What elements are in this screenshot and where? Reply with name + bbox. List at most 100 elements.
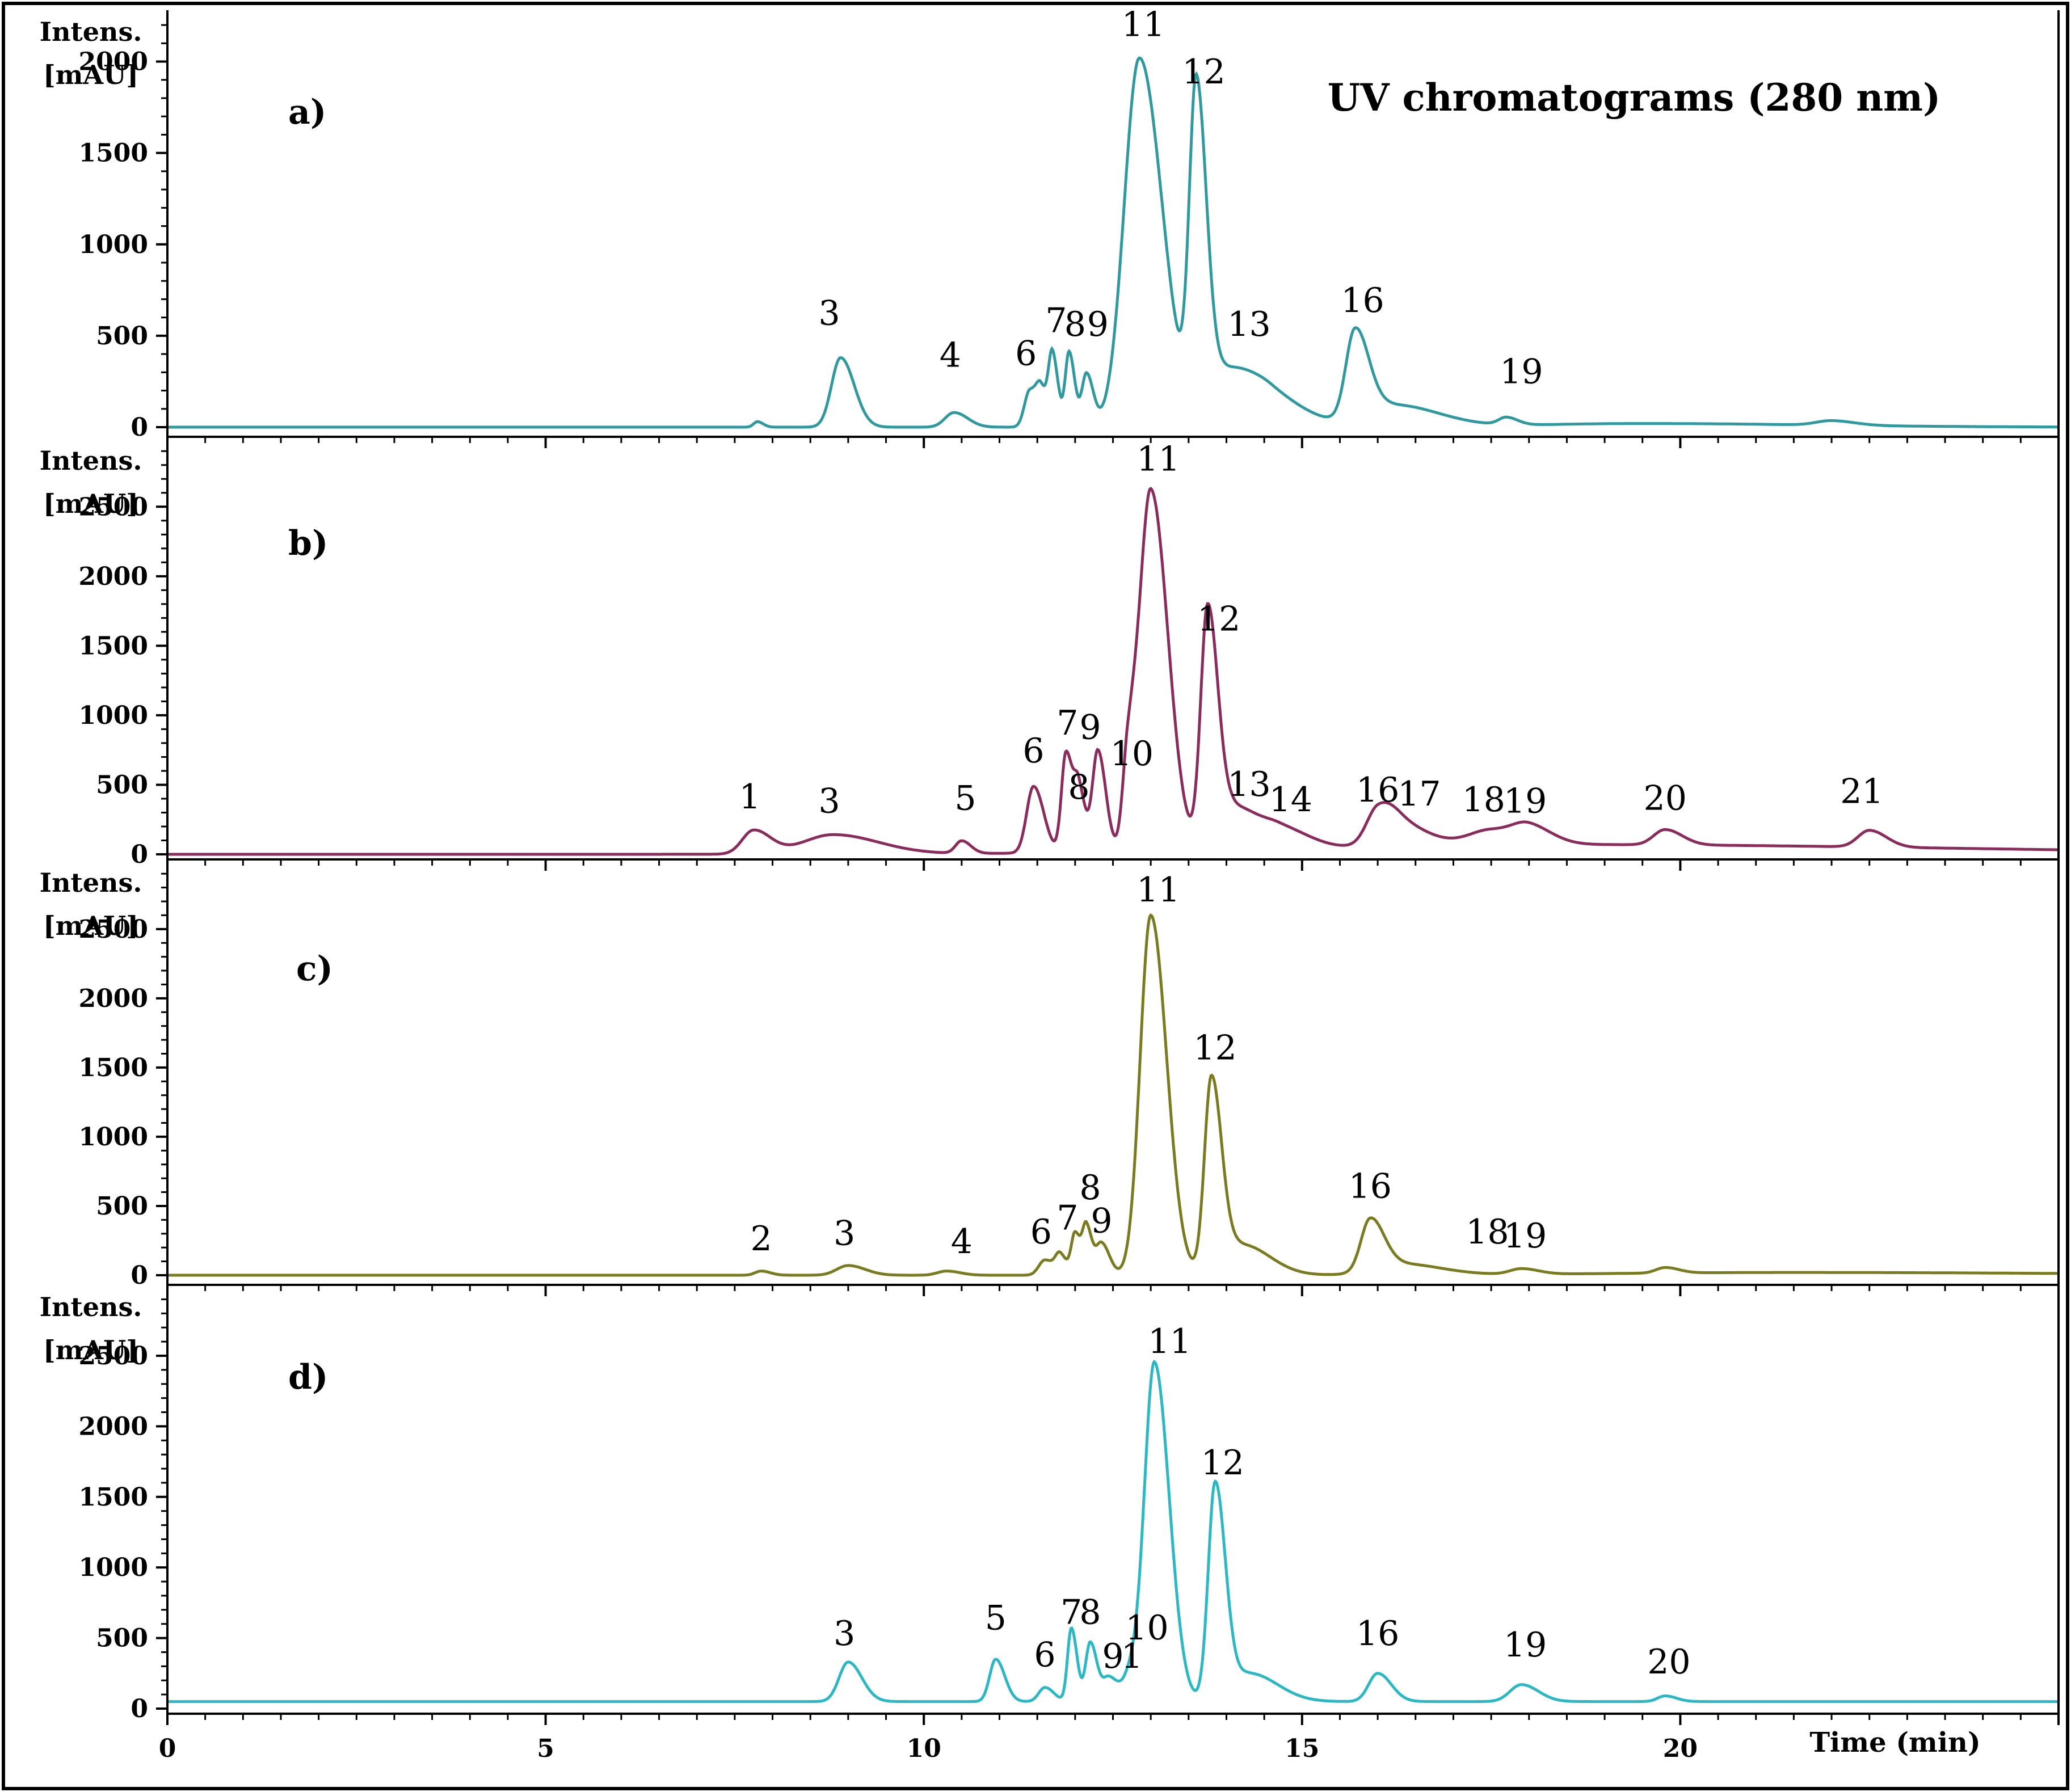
x-axis-tick-labels: 0 5 10 15 20: [159, 1734, 1698, 1763]
peak-label: 12: [1201, 1443, 1244, 1483]
peak-label: 9: [1102, 1637, 1123, 1676]
y-tick-label: 500: [96, 1624, 148, 1653]
panel-c: Intens. [mAU] c) 0 500 1000 1500 2000 2500 2 3…: [40, 861, 2060, 1296]
y-unit-line2: [mAU]: [43, 60, 138, 90]
panel-label: c): [296, 949, 333, 989]
peak-label: 13: [1227, 305, 1270, 344]
peak-label: 3: [818, 781, 840, 821]
panel-label: b): [288, 524, 328, 563]
y-tick-label: 1500: [79, 1053, 148, 1082]
y-tick-label: 1500: [79, 139, 148, 168]
peak-label: 7: [1056, 1198, 1078, 1238]
peak-label: 19: [1504, 781, 1547, 821]
y-tick-label: 2000: [79, 984, 148, 1013]
peak-label: 8: [1068, 768, 1089, 807]
y-unit-line2: [mAU]: [43, 488, 138, 519]
peak-label: 7: [1056, 703, 1078, 743]
y-tick-label: 500: [96, 322, 148, 351]
x-tick-label: 10: [907, 1734, 941, 1763]
peak-label: 19: [1500, 352, 1543, 392]
y-tick-label: 0: [131, 1261, 148, 1290]
peak-label: 7: [1045, 301, 1067, 340]
x-tick-label: 5: [537, 1734, 554, 1763]
y-tick-label: 0: [131, 413, 148, 442]
chromatogram-trace: [167, 913, 2059, 1277]
peak-label: 12: [1193, 1028, 1236, 1068]
peak-label: 10: [1125, 1608, 1168, 1648]
y-tick-label: 0: [131, 1694, 148, 1723]
y-unit-line1: Intens.: [40, 1292, 142, 1322]
y-tick-label: 500: [96, 1192, 148, 1221]
y-tick-label: 2000: [79, 1412, 148, 1441]
y-tick-label: 2500: [79, 492, 148, 521]
y-tick-label: 1000: [79, 230, 148, 259]
x-tick-label: 15: [1285, 1734, 1319, 1763]
y-tick-label: 2500: [79, 1342, 148, 1371]
peak-label: 4: [951, 1222, 973, 1262]
y-tick-label: 1000: [79, 701, 148, 730]
peak-label: 12: [1197, 599, 1240, 639]
peak-label: 8: [1079, 1593, 1101, 1633]
y-unit-line2: [mAU]: [43, 910, 138, 941]
peak-label: 11: [1148, 1322, 1191, 1361]
peak-label: 16: [1356, 770, 1399, 810]
x-tick-label: 20: [1663, 1734, 1698, 1763]
peak-label: 11: [1136, 870, 1180, 910]
peak-label: 9: [1091, 1201, 1112, 1241]
peak-label: 8: [1079, 1168, 1101, 1208]
peak-label: 19: [1504, 1216, 1547, 1256]
peak-label: 6: [1034, 1635, 1055, 1675]
y-tick-label: 2000: [79, 48, 148, 77]
x-axis-label: Time (min): [1809, 1727, 1980, 1759]
peak-label: 11: [1136, 440, 1180, 479]
peak-label: 20: [1647, 1642, 1690, 1682]
peak-label: 6: [1015, 334, 1037, 373]
peak-label: 9: [1079, 708, 1101, 748]
y-tick-label: 2500: [79, 915, 148, 944]
peak-label: 21: [1840, 771, 1883, 811]
y-tick-label: 1000: [79, 1553, 148, 1582]
peak-label: 5: [954, 779, 976, 819]
panel-label: d): [288, 1357, 328, 1397]
peak-label: 12: [1182, 52, 1225, 92]
y-tick-label: 1000: [79, 1123, 148, 1152]
chromatogram-trace: [167, 487, 2059, 856]
peak-label: 3: [834, 1614, 855, 1654]
peak-label: 18: [1466, 1212, 1509, 1252]
peak-label: 10: [1110, 734, 1154, 774]
y-unit-line2: [mAU]: [43, 1335, 138, 1365]
y-tick-label: 2000: [79, 562, 148, 591]
peak-label: 7: [1060, 1593, 1082, 1633]
peak-label: 9: [1087, 305, 1109, 344]
y-tick-label: 0: [131, 840, 148, 869]
y-axis: 0 500 1000 1500 2000 2500: [79, 872, 167, 1290]
y-tick-label: 1500: [79, 631, 148, 660]
peak-label: 16: [1341, 281, 1384, 321]
chromatogram-trace: [167, 1359, 2059, 1704]
peak-label: 13: [1227, 765, 1270, 804]
peak-labels: 3 4 678 9 11 12 13 16 19: [818, 5, 1543, 391]
peak-label: 17: [1397, 774, 1441, 814]
peak-label: 2: [750, 1219, 772, 1259]
peak-label: 6: [1022, 731, 1044, 771]
peak-label: 16: [1349, 1166, 1392, 1206]
y-unit-line1: Intens.: [40, 867, 142, 898]
chromatogram-trace: [167, 56, 2059, 429]
peak-label: 1: [739, 777, 760, 817]
peak-label: 3: [818, 294, 840, 334]
y-axis: 0 500 1000 1500 2000: [79, 24, 167, 442]
peak-label: 19: [1504, 1625, 1547, 1665]
y-unit-line1: Intens.: [40, 445, 142, 476]
peak-label: 6: [1030, 1212, 1052, 1252]
peak-label: 16: [1356, 1614, 1399, 1654]
peak-label: 11: [1122, 5, 1165, 44]
y-tick-label: 500: [96, 770, 148, 799]
y-tick-label: 1500: [79, 1483, 148, 1512]
y-axis: 0 500 1000 1500 2000 2500: [79, 450, 167, 869]
